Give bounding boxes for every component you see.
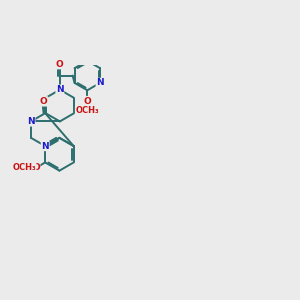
Text: O: O xyxy=(56,60,64,69)
Text: N: N xyxy=(27,117,35,126)
Text: O: O xyxy=(20,163,28,172)
Text: O: O xyxy=(40,97,48,106)
Text: N: N xyxy=(56,85,64,94)
Text: O: O xyxy=(32,163,40,172)
Text: N: N xyxy=(96,78,104,87)
Text: N: N xyxy=(41,142,49,151)
Text: OCH₃: OCH₃ xyxy=(76,106,99,116)
Text: OCH₃: OCH₃ xyxy=(12,163,36,172)
Text: O: O xyxy=(83,97,91,106)
